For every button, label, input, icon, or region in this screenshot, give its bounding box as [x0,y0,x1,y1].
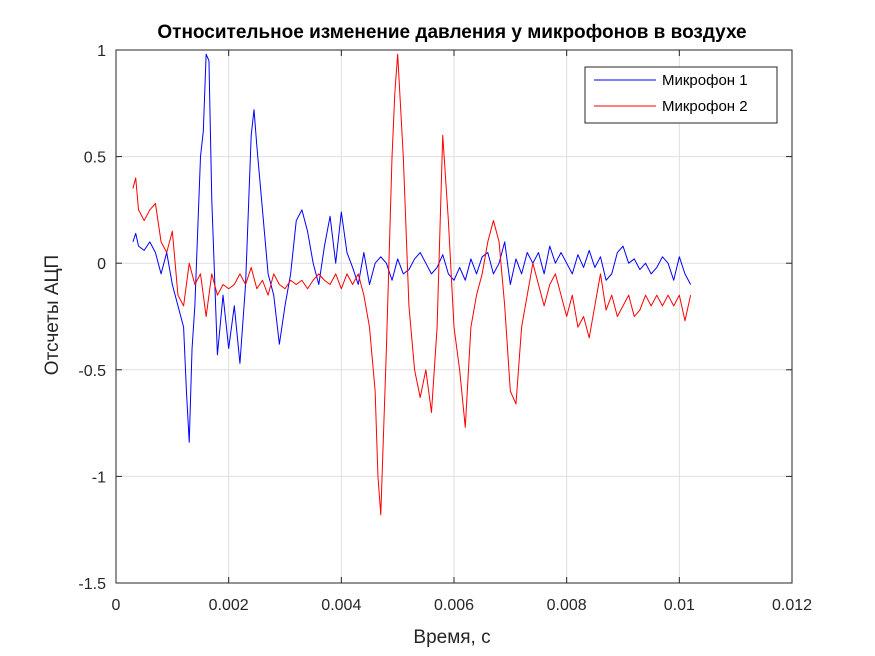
y-tick-label: -0.5 [78,363,106,380]
legend: Микрофон 1 Микрофон 2 [584,66,778,124]
y-tick-label: -1 [92,469,106,486]
y-tick-label: -1.5 [78,576,106,593]
x-tick-label: 0.012 [772,597,812,614]
x-tick-label: 0.002 [209,597,249,614]
x-tick-label: 0.008 [547,597,587,614]
grid-lines [115,49,793,584]
x-tick-label: 0.01 [664,597,695,614]
legend-label-series-1: Микрофон 1 [662,72,748,89]
x-tick-label: 0 [112,597,121,614]
y-tick-label: 0 [97,256,106,273]
series-line-2 [132,53,692,516]
x-tick-label: 0.006 [434,597,474,614]
y-tick-label: 0.5 [84,150,106,167]
legend-box [584,66,778,124]
series-lines [132,53,692,516]
x-axis-label: Время, с [413,627,490,648]
ticks: 0 0.002 0.004 0.006 0.008 0.01 0.012 -1.5 -1 -0.5… [78,43,812,614]
x-tick-label: 0.004 [321,597,361,614]
y-axis-label: Отсчеты АЦП [42,255,63,375]
series-line-1 [132,53,692,443]
chart-title: Относительное изменение давления у микро… [157,22,746,43]
legend-label-series-2: Микрофон 2 [662,98,748,115]
y-tick-label: 1 [97,43,106,60]
